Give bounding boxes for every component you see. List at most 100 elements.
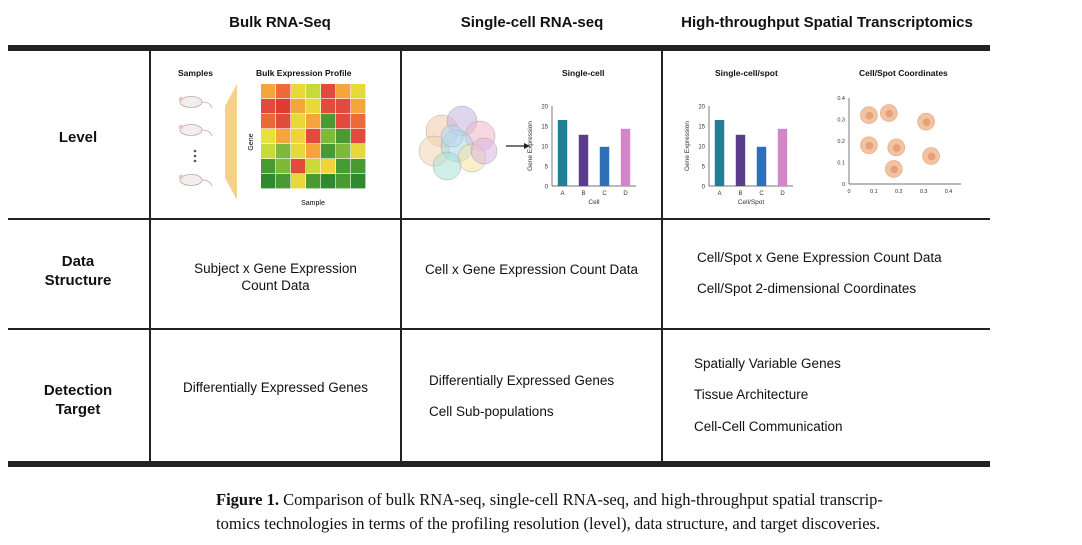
scatter-point-nucleus <box>865 142 874 150</box>
heatmap-cell <box>351 159 366 174</box>
single-cell-detection-line1: Differentially Expressed Genes <box>429 373 615 388</box>
scatter-y-tick-label: 0.2 <box>837 139 845 145</box>
mice-samples-illustration <box>178 84 237 200</box>
table-top-rule <box>8 45 990 51</box>
y-tick-label: 0 <box>545 185 549 191</box>
y-tick-label: 10 <box>698 145 705 151</box>
heatmap-cell <box>276 129 291 144</box>
spatial-level-panel: Single-cell/spot Cell/Spot Coordinates 0… <box>663 52 990 218</box>
caption-label: Figure 1. <box>216 490 279 509</box>
heatmap-sample-axis-label: Sample <box>301 200 325 207</box>
mouse-icon <box>178 124 213 137</box>
row-header-detection-line1: Detection <box>43 382 113 399</box>
heatmap-cell <box>306 99 321 114</box>
heatmap-cell <box>306 129 321 144</box>
ellipsis-dots <box>193 149 197 163</box>
single-cell-detection-line2: Cell Sub-populations <box>429 404 554 419</box>
heatmap-cell <box>336 159 351 174</box>
scatter-x-tick-label: 0.2 <box>895 189 903 195</box>
heatmap-cell <box>291 129 306 144</box>
spatial-detection-line2: Tissue Architecture <box>694 387 809 402</box>
row-header-data-structure-line1: Data <box>61 253 95 270</box>
heatmap-cell <box>351 84 366 99</box>
x-tick-label: B <box>581 191 585 197</box>
heatmap-cell <box>291 99 306 114</box>
heatmap-cell <box>291 174 306 189</box>
bar <box>578 134 589 186</box>
heatmap-cell <box>306 174 321 189</box>
heatmap-cell <box>276 159 291 174</box>
row-divider-2 <box>8 328 990 330</box>
bar <box>777 128 788 186</box>
figure-caption: Figure 1. Comparison of bulk RNA-seq, si… <box>216 488 1076 536</box>
heatmap-cell <box>351 144 366 159</box>
bar <box>620 128 631 186</box>
scatter-y-tick-label: 0.3 <box>837 118 845 124</box>
heatmap-cell <box>276 114 291 129</box>
bulk-data-structure: Subject x Gene Expression Count Data <box>151 260 400 294</box>
scatter-y-tick-label: 0 <box>842 182 845 188</box>
spatial-data-structure-line2: Cell/Spot 2-dimensional Coordinates <box>697 281 917 296</box>
heatmap-cell <box>276 99 291 114</box>
spatial-bar-chart: 0 5 10 15 20 A B C D Cell/Spot Gene Expression <box>684 105 793 206</box>
heatmap-cell <box>351 114 366 129</box>
bar <box>599 146 610 186</box>
mouse-icon <box>178 174 213 187</box>
heatmap-cell <box>291 114 306 129</box>
scatter-y-tick-label: 0.4 <box>837 96 845 102</box>
bulk-level-panel: Samples Bulk Expression Profile Gene Samp… <box>151 52 400 218</box>
heatmap-cell <box>276 144 291 159</box>
column-header-bulk: Bulk RNA-Seq <box>229 14 331 31</box>
scatter-x-tick-label: 0.1 <box>870 189 878 195</box>
single-cell-level-panel: Single-cell 0 5 10 15 20 A B C D Cell Gene Express… <box>402 52 661 218</box>
funnel-arrow <box>225 84 237 200</box>
heatmap-cell <box>321 174 336 189</box>
heatmap-cell <box>336 174 351 189</box>
bulk-data-structure-line1: Subject x Gene Expression <box>194 261 357 276</box>
spatial-detection-line1: Spatially Variable Genes <box>694 356 841 371</box>
x-tick-label: D <box>780 191 785 197</box>
heatmap-cell <box>336 114 351 129</box>
scatter-point-nucleus <box>927 152 936 161</box>
bulk-detection-target: Differentially Expressed Genes <box>182 380 369 395</box>
heatmap-cell <box>291 84 306 99</box>
x-axis-label: Cell <box>588 199 600 206</box>
bar <box>735 134 746 186</box>
bulk-data-structure-line2: Count Data <box>241 278 310 293</box>
scatter-point-nucleus <box>865 111 874 120</box>
caption-text-line2: tomics technologies in terms of the prof… <box>216 514 881 533</box>
bulk-heatmap: Gene Sample <box>248 84 366 207</box>
scatter-point-nucleus <box>890 165 899 174</box>
y-tick-label: 15 <box>698 125 705 131</box>
heatmap-cell <box>351 99 366 114</box>
heatmap-cell <box>276 84 291 99</box>
row-header-detection-target: Detection Target <box>8 381 148 419</box>
y-axis-label: Gene Expression <box>527 121 534 171</box>
heatmap-cell <box>306 114 321 129</box>
spatial-coordinates-scatter: 0 0.1 0.2 0.3 0.4 0 0.1 0.2 0.3 0.4 <box>837 96 961 195</box>
heatmap-cell <box>261 99 276 114</box>
y-axis-label: Gene Expression <box>684 121 691 171</box>
x-tick-label: B <box>738 191 742 197</box>
scatter-x-tick-label: 0 <box>847 189 850 195</box>
single-cell-chart-title: Single-cell <box>562 68 605 78</box>
row-header-level-text: Level <box>58 129 98 146</box>
column-header-spatial: High-throughput Spatial Transcriptomics <box>681 14 973 31</box>
column-divider-1 <box>149 50 151 463</box>
y-tick-label: 15 <box>541 125 548 131</box>
spatial-bar-chart-title: Single-cell/spot <box>715 68 778 78</box>
row-header-data-structure-line2: Structure <box>44 272 112 289</box>
heatmap-cell <box>276 174 291 189</box>
scatter-point-nucleus <box>892 144 901 152</box>
heatmap-cell <box>291 159 306 174</box>
heatmap-gene-axis-label: Gene <box>248 133 255 150</box>
mouse-icon <box>178 96 213 109</box>
heatmap-cell <box>336 84 351 99</box>
y-tick-label: 5 <box>702 165 706 171</box>
heatmap-cell <box>351 129 366 144</box>
heatmap-cell <box>261 144 276 159</box>
column-header-single-cell: Single-cell RNA-seq <box>460 14 604 31</box>
bar <box>714 120 725 186</box>
heatmap-cell <box>261 159 276 174</box>
samples-label: Samples <box>178 68 213 78</box>
